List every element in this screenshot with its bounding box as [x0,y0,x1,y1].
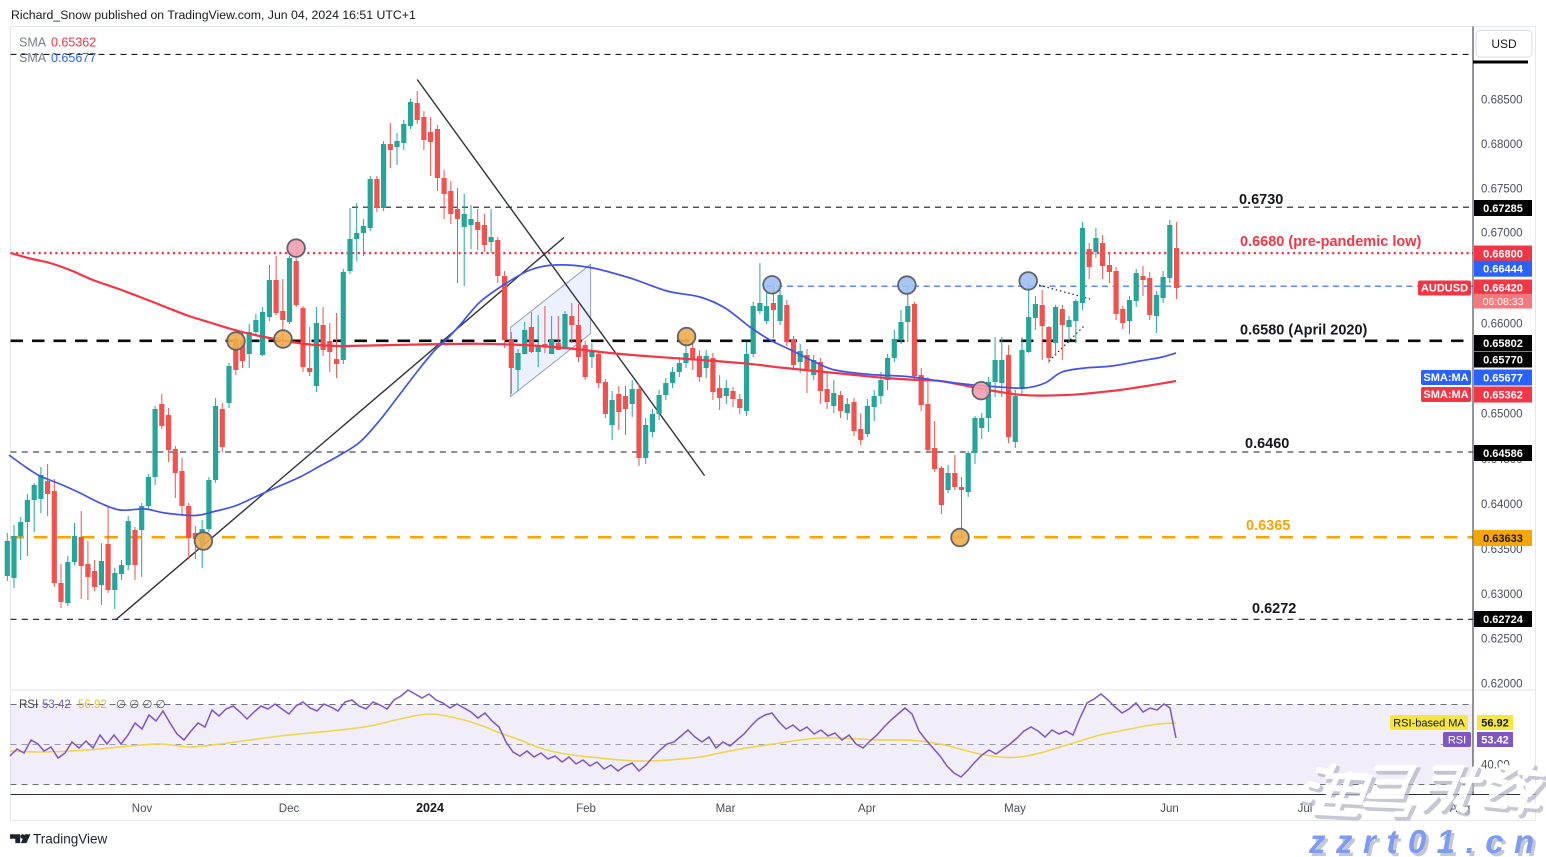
svg-text:0.66444: 0.66444 [1483,264,1524,276]
svg-text:RSI-based MA: RSI-based MA [1393,718,1465,730]
svg-text:0.65677: 0.65677 [51,51,96,65]
svg-text:0.6730: 0.6730 [1239,192,1283,208]
svg-text:0.68000: 0.68000 [1481,139,1523,151]
svg-text:∅ ∅ ∅ ∅: ∅ ∅ ∅ ∅ [116,699,166,711]
svg-text:Feb: Feb [576,803,596,815]
svg-text:Mar: Mar [716,803,736,815]
svg-text:0.67000: 0.67000 [1481,228,1523,240]
svg-text:0.62500: 0.62500 [1481,634,1523,646]
svg-text:0.66420: 0.66420 [1483,283,1523,295]
svg-text:SMA: SMA [19,51,47,65]
svg-text:Richard_Snow published on Trad: Richard_Snow published on TradingView.co… [11,8,416,22]
svg-text:0.65677: 0.65677 [1483,372,1523,384]
svg-text:0.6460: 0.6460 [1245,436,1289,452]
svg-text:56.92: 56.92 [1481,718,1509,730]
svg-text:RSI: RSI [19,699,38,711]
svg-text:0.63500: 0.63500 [1481,544,1523,556]
svg-text:0.6680 (pre-pandemic low): 0.6680 (pre-pandemic low) [1240,234,1421,250]
svg-text:0.67285: 0.67285 [1483,203,1523,215]
svg-text:USD: USD [1491,37,1517,51]
svg-text:0.62724: 0.62724 [1483,614,1524,626]
svg-text:0.64000: 0.64000 [1481,499,1523,511]
svg-text:2024: 2024 [416,801,444,815]
svg-text:0.65770: 0.65770 [1483,354,1523,366]
svg-text:SMA:MA: SMA:MA [1423,372,1468,384]
svg-text:0.62000: 0.62000 [1481,679,1523,691]
svg-text:zzrt01.cn: zzrt01.cn [1308,823,1545,857]
svg-text:0.65362: 0.65362 [1483,389,1523,401]
svg-text:0.66000: 0.66000 [1481,319,1523,331]
svg-text:53.42: 53.42 [42,699,71,711]
svg-text:AUDUSD: AUDUSD [1421,283,1468,295]
svg-text:0.68500: 0.68500 [1481,94,1523,106]
svg-text:Apr: Apr [858,803,876,815]
svg-text:SMA:MA: SMA:MA [1423,389,1468,401]
svg-text:SMA: SMA [19,36,47,50]
svg-text:zzrt01.cn: zzrt01.cn [1311,826,1546,857]
svg-text:56.92: 56.92 [78,699,107,711]
svg-text:0.66800: 0.66800 [1483,248,1523,260]
svg-text:06:08:33: 06:08:33 [1483,296,1524,308]
svg-text:TradingView: TradingView [33,832,108,847]
svg-text:Dec: Dec [279,803,300,815]
svg-text:0.64586: 0.64586 [1483,448,1523,460]
svg-text:0.6365: 0.6365 [1246,518,1290,534]
svg-text:0.67500: 0.67500 [1481,183,1523,195]
svg-text:0.6272: 0.6272 [1252,601,1296,617]
svg-text:0.65362: 0.65362 [51,36,96,50]
svg-text:Nov: Nov [132,803,153,815]
svg-text:0.63633: 0.63633 [1483,533,1523,545]
svg-text:53.42: 53.42 [1481,735,1509,747]
svg-text:0.65802: 0.65802 [1483,338,1523,350]
svg-text:RSI: RSI [1448,735,1466,747]
svg-text:Jun: Jun [1160,803,1179,815]
svg-text:0.63000: 0.63000 [1481,589,1523,601]
svg-text:0.65000: 0.65000 [1481,409,1523,421]
svg-text:0.6580 (April 2020): 0.6580 (April 2020) [1240,323,1368,339]
svg-text:May: May [1004,803,1026,815]
